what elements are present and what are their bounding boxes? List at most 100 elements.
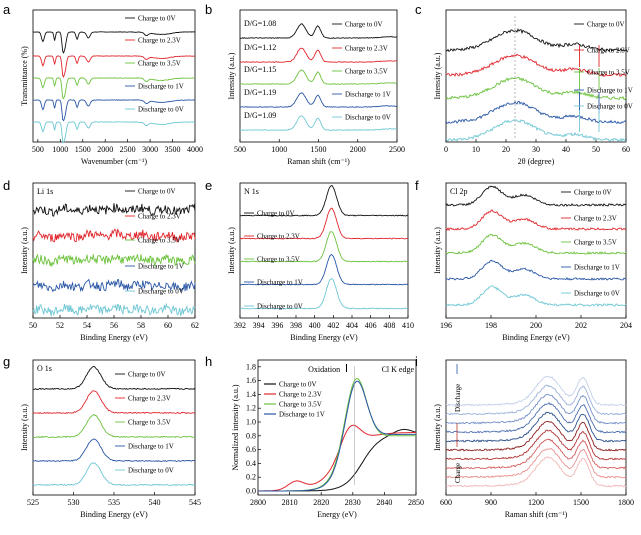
panel-label-a: a [3, 2, 11, 17]
series-line [239, 47, 397, 63]
x-axis-label: Raman shift (cm⁻¹) [287, 157, 350, 166]
x-tick-label: 2500 [120, 145, 136, 154]
x-tick-label: 392 [234, 321, 246, 330]
x-tick-label: 198 [485, 321, 497, 330]
x-tick-label: 2840 [376, 498, 392, 507]
x-axis-label: Wavenumber (cm⁻¹) [81, 157, 148, 166]
legend-label: Discharge to 1V [138, 263, 184, 271]
series-line [445, 76, 627, 101]
x-tick-label: 60 [164, 321, 172, 330]
y-tick-label: 0.4 [246, 459, 256, 468]
y-axis-label: Transmittance (%) [20, 46, 29, 106]
plot-frame [445, 359, 627, 496]
x-tick-label: 1000 [52, 145, 68, 154]
x-tick-label: 60 [622, 145, 630, 154]
panel-title: Cl 2p [450, 187, 468, 196]
x-tick-label: 398 [290, 321, 302, 330]
y-tick-label: 0.6 [246, 445, 256, 454]
series-line [32, 278, 196, 293]
x-tick-label: 3000 [142, 145, 158, 154]
series-line [239, 253, 409, 286]
plot-frame [32, 182, 196, 319]
panel-a: a 500 1000 1500 2000 2500 3000 3500 4000 Wavenumb… [3, 2, 203, 166]
y-tick-label: 1.6 [246, 376, 256, 385]
x-axis-label: Raman shift (cm⁻¹) [505, 510, 568, 519]
legend-label: Discharge to 1V [345, 91, 391, 99]
legend-label: Charge to 0V [138, 188, 176, 196]
legend-label: Charge to 3.5V [279, 401, 322, 409]
legend-label: Charge to 2.3V [345, 45, 388, 53]
series-line [445, 438, 627, 470]
panel-label-d: d [3, 178, 10, 193]
legend-label: Charge to 3.5V [574, 239, 617, 247]
legend-label: Charge to 0V [257, 210, 295, 218]
series-line [445, 420, 627, 452]
y-axis-label: Intensity (a.u.) [227, 52, 236, 99]
x-tick-label: 408 [383, 321, 395, 330]
series-line [445, 429, 627, 461]
x-tick-label: 2830 [345, 498, 361, 507]
panel-label-e: e [205, 178, 212, 193]
y-axis-label: Intensity (a.u.) [433, 404, 442, 451]
panel-f: f 196 198 200 202 204 Binding Energy (eV) Inten… [415, 178, 632, 342]
panel-d: d 50 52 54 56 58 60 62 Binding Energy (eV) Intens… [3, 178, 199, 342]
dg-ratio-label: D/G=1.19 [244, 88, 276, 97]
series-line [239, 277, 409, 310]
x-tick-label: 1000 [271, 145, 287, 154]
x-tick-label: 600 [440, 498, 452, 507]
series-line [239, 69, 398, 85]
legend-label: Discharge to 1V [128, 443, 174, 451]
panel-label-i: i [415, 354, 418, 369]
dg-ratio-label: D/G=1.09 [244, 111, 276, 120]
plot-frame [32, 9, 196, 143]
series-line [32, 203, 196, 217]
x-tick-label: 1200 [528, 498, 544, 507]
oxidation-label: Oxidation [308, 365, 340, 374]
series-line [240, 115, 397, 131]
x-tick-label: 525 [27, 498, 39, 507]
series-line [445, 393, 627, 425]
series-line [239, 231, 409, 263]
x-tick-label: 2820 [313, 498, 329, 507]
legend-label: Charge to 0V [587, 21, 625, 29]
x-tick-label: 0 [444, 145, 448, 154]
x-tick-label: 400 [309, 321, 321, 330]
x-tick-label: 1800 [618, 498, 634, 507]
legend-label: Discharge to 0V [574, 290, 620, 298]
series-line [445, 456, 627, 488]
x-axis-label: Binding Energy (eV) [502, 333, 570, 342]
legend-label: Discharge to 0V [138, 106, 184, 114]
series-line [445, 100, 627, 125]
x-axis-label: Binding Energy (eV) [290, 333, 358, 342]
x-tick-label: 3500 [165, 145, 181, 154]
x-tick-label: 202 [575, 321, 587, 330]
series-line [445, 233, 627, 255]
series-line [32, 228, 196, 243]
legend-label: Charge to 0V [279, 381, 317, 389]
panel-label-b: b [205, 2, 212, 17]
y-tick-label: 1.8 [246, 362, 256, 371]
x-tick-label: 54 [83, 321, 91, 330]
x-tick-label: 402 [327, 321, 339, 330]
series-line [32, 55, 196, 78]
legend-label: Discharge to 1V [587, 87, 633, 95]
panel-label-h: h [205, 354, 212, 369]
x-tick-label: 50 [592, 145, 600, 154]
legend-label: Discharge to 1V [257, 279, 303, 287]
panel-label-c: c [415, 2, 422, 17]
x-tick-label: 50 [29, 321, 37, 330]
x-tick-label: 1500 [311, 145, 327, 154]
x-axis-label: Binding Energy (eV) [80, 333, 148, 342]
y-tick-label: 0.2 [246, 473, 256, 482]
series-line [33, 31, 196, 54]
series-line [445, 285, 627, 308]
legend-label: Charge to 0V [574, 189, 612, 197]
y-tick-label: 0.8 [246, 431, 256, 440]
legend-label: Charge to 3.5V [138, 237, 181, 245]
panel-title: O 1s [37, 364, 52, 373]
legend-label: Charge to 2.3V [128, 395, 171, 403]
panel-title: Li 1s [37, 187, 53, 196]
series-line [32, 253, 196, 268]
y-tick-label: 1.2 [246, 404, 256, 413]
series-line [239, 92, 398, 108]
